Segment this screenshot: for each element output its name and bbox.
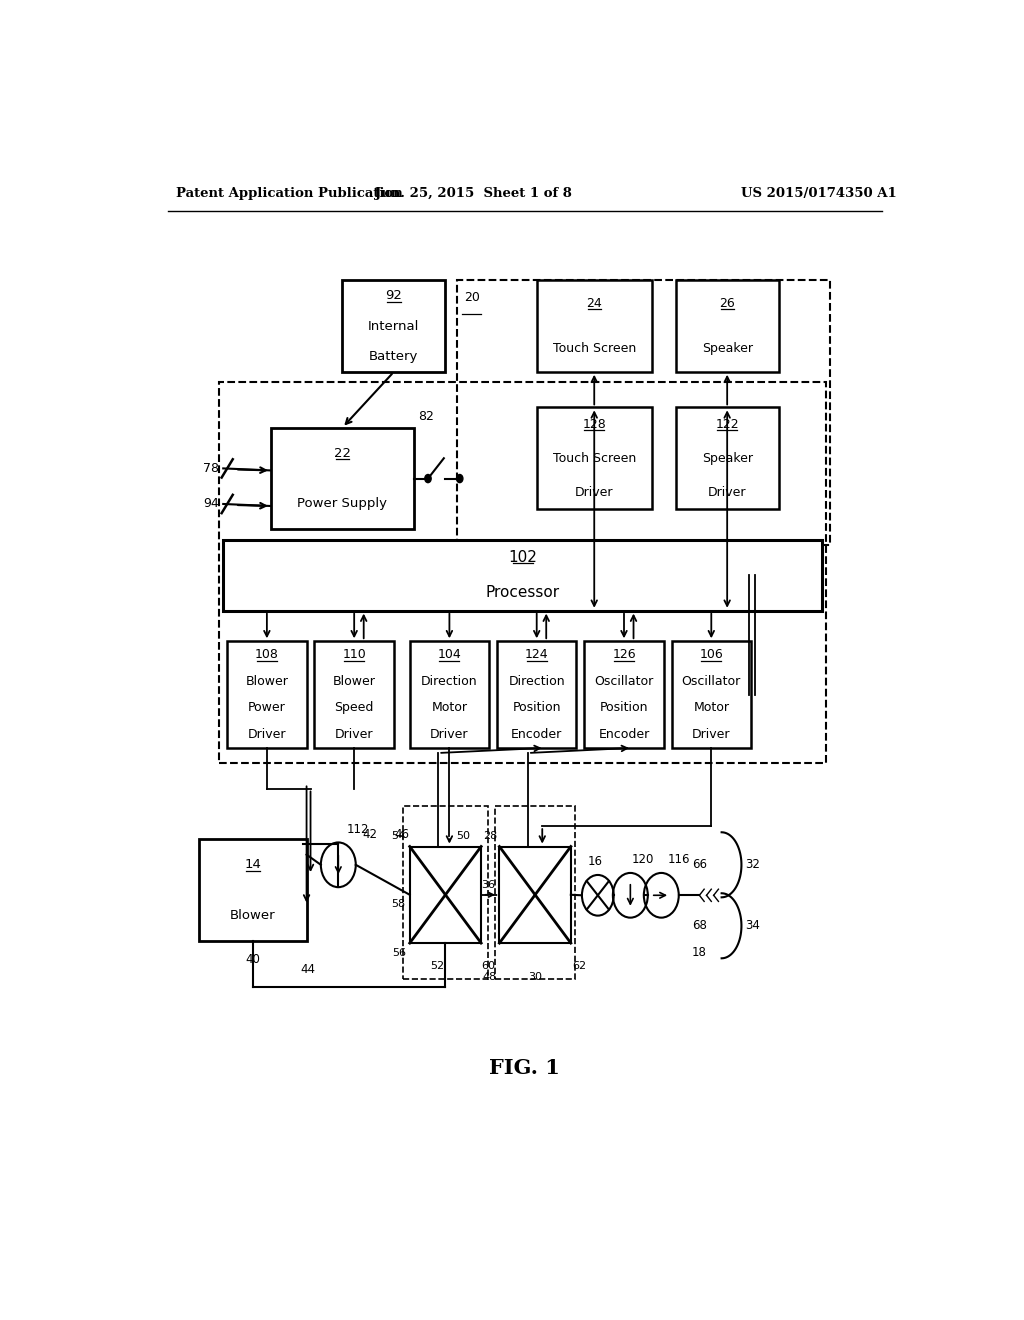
- Text: 108: 108: [255, 648, 279, 661]
- Text: Driver: Driver: [692, 729, 730, 741]
- Text: 50: 50: [456, 832, 470, 841]
- Text: Motor: Motor: [431, 701, 467, 714]
- Text: 24: 24: [587, 297, 602, 310]
- Text: 66: 66: [692, 858, 708, 871]
- Bar: [342, 280, 445, 372]
- Text: Patent Application Publication: Patent Application Publication: [176, 187, 402, 201]
- Text: Direction: Direction: [508, 675, 565, 688]
- Text: Encoder: Encoder: [598, 729, 649, 741]
- Text: Driver: Driver: [708, 486, 746, 499]
- Text: 106: 106: [699, 648, 723, 661]
- Text: Driver: Driver: [575, 486, 613, 499]
- Text: 116: 116: [668, 853, 690, 866]
- Text: 36: 36: [481, 880, 496, 890]
- Text: Jun. 25, 2015  Sheet 1 of 8: Jun. 25, 2015 Sheet 1 of 8: [375, 187, 571, 201]
- Text: 128: 128: [583, 418, 606, 430]
- Text: Encoder: Encoder: [511, 729, 562, 741]
- Text: 94: 94: [204, 498, 219, 511]
- Bar: [676, 408, 778, 510]
- Bar: [537, 408, 651, 510]
- Text: Speed: Speed: [335, 701, 374, 714]
- Text: 32: 32: [745, 858, 760, 871]
- Bar: [270, 428, 414, 529]
- Text: 54: 54: [391, 832, 406, 841]
- Text: 40: 40: [246, 953, 260, 966]
- Text: Speaker: Speaker: [701, 342, 753, 355]
- Text: 82: 82: [418, 409, 433, 422]
- Text: 56: 56: [392, 948, 406, 958]
- Text: Power Supply: Power Supply: [297, 498, 387, 511]
- Text: 28: 28: [482, 832, 497, 841]
- Bar: [676, 280, 778, 372]
- Text: 92: 92: [385, 289, 402, 302]
- Text: Battery: Battery: [370, 350, 419, 363]
- Text: 26: 26: [719, 297, 735, 310]
- Circle shape: [425, 474, 431, 483]
- Text: Blower: Blower: [230, 909, 275, 923]
- Text: 112: 112: [346, 824, 369, 837]
- Text: Speaker: Speaker: [701, 451, 753, 465]
- Bar: [227, 642, 306, 748]
- Bar: [223, 540, 822, 611]
- Bar: [219, 381, 826, 763]
- Text: Position: Position: [512, 701, 561, 714]
- Text: 104: 104: [437, 648, 461, 661]
- Bar: [496, 805, 574, 978]
- Text: 16: 16: [588, 855, 603, 867]
- Text: Driver: Driver: [248, 729, 286, 741]
- Text: 46: 46: [394, 829, 410, 841]
- Text: Motor: Motor: [693, 701, 729, 714]
- Text: Touch Screen: Touch Screen: [553, 342, 636, 355]
- Bar: [458, 280, 830, 545]
- Text: 60: 60: [481, 961, 496, 972]
- Text: Blower: Blower: [246, 675, 289, 688]
- Text: FIG. 1: FIG. 1: [489, 1059, 560, 1078]
- Text: 20: 20: [464, 290, 479, 304]
- Bar: [410, 642, 489, 748]
- Text: US 2015/0174350 A1: US 2015/0174350 A1: [740, 187, 896, 201]
- Text: 62: 62: [572, 961, 587, 972]
- Text: 122: 122: [716, 418, 739, 430]
- Bar: [537, 280, 651, 372]
- Bar: [403, 805, 487, 978]
- Bar: [314, 642, 394, 748]
- Text: 102: 102: [508, 550, 538, 565]
- Text: Processor: Processor: [485, 585, 560, 601]
- Text: Blower: Blower: [333, 675, 376, 688]
- Text: Driver: Driver: [335, 729, 374, 741]
- Text: Oscillator: Oscillator: [682, 675, 741, 688]
- Text: 68: 68: [692, 919, 708, 932]
- Text: 124: 124: [525, 648, 549, 661]
- Text: 44: 44: [301, 964, 315, 977]
- Text: 34: 34: [745, 919, 760, 932]
- Bar: [200, 840, 306, 941]
- Text: 78: 78: [203, 462, 219, 475]
- Text: Position: Position: [600, 701, 648, 714]
- Bar: [585, 642, 664, 748]
- Text: 14: 14: [245, 858, 261, 871]
- Text: Driver: Driver: [430, 729, 469, 741]
- Text: 126: 126: [612, 648, 636, 661]
- Text: Direction: Direction: [421, 675, 478, 688]
- Text: 48: 48: [482, 972, 497, 982]
- Circle shape: [457, 474, 463, 483]
- Text: Oscillator: Oscillator: [594, 675, 653, 688]
- Text: 120: 120: [632, 853, 654, 866]
- Text: 30: 30: [528, 972, 542, 982]
- Text: 42: 42: [362, 829, 378, 841]
- Text: 58: 58: [391, 899, 406, 909]
- Bar: [672, 642, 751, 748]
- Text: Touch Screen: Touch Screen: [553, 451, 636, 465]
- Text: Power: Power: [248, 701, 286, 714]
- Text: 52: 52: [430, 961, 444, 972]
- Text: 18: 18: [692, 946, 707, 960]
- Bar: [500, 846, 570, 942]
- Text: 22: 22: [334, 446, 351, 459]
- Text: 110: 110: [342, 648, 366, 661]
- Text: Internal: Internal: [369, 319, 420, 333]
- Bar: [497, 642, 577, 748]
- Bar: [410, 846, 481, 942]
